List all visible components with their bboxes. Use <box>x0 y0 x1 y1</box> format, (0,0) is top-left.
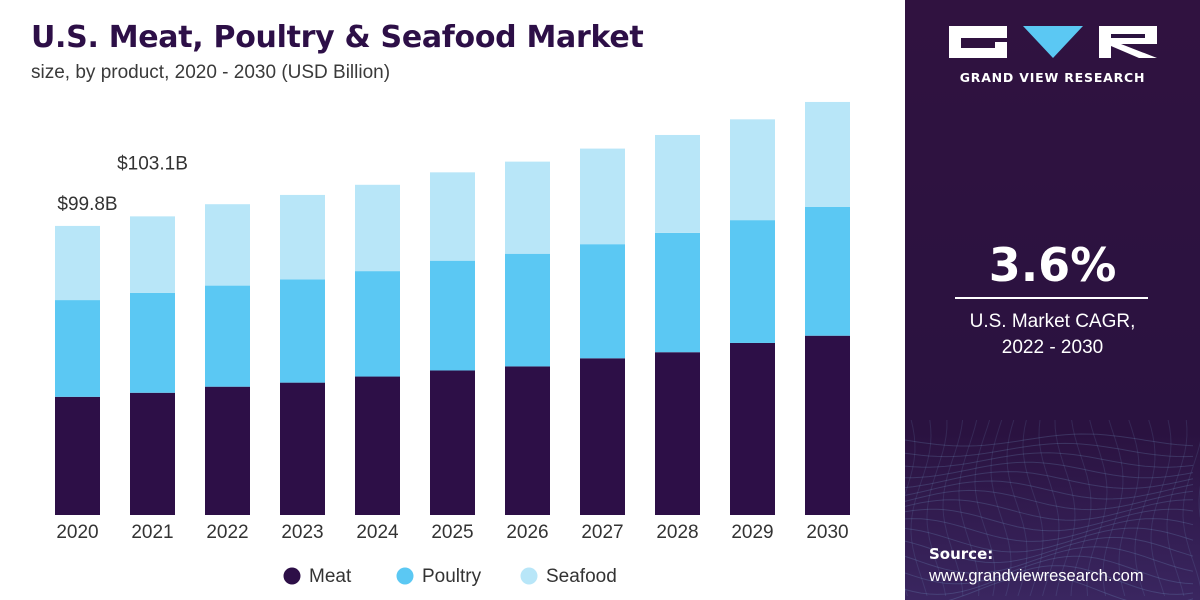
bar-meat-2030 <box>805 335 850 515</box>
x-tick-label-2030: 2030 <box>806 522 848 543</box>
wave-mesh-background <box>905 419 1200 600</box>
bar-meat-2025 <box>430 370 475 515</box>
data-label-2020: $99.8B <box>57 194 117 215</box>
cagr-label-line1: U.S. Market CAGR, <box>969 311 1136 332</box>
stacked-bar-chart: 2020 2021 2022 2023 2024 2025 2026 2027 2028 2029… <box>55 101 850 587</box>
bar-seafood-2029 <box>730 119 775 221</box>
bar-seafood-2025 <box>430 172 475 261</box>
x-tick-label-2028: 2028 <box>656 522 698 543</box>
bar-poultry-2020 <box>55 300 100 397</box>
bar-seafood-2021 <box>130 216 175 293</box>
bar-poultry-2030 <box>805 206 850 336</box>
bar-meat-2026 <box>505 366 550 515</box>
bar-seafood-2028 <box>655 134 700 233</box>
legend-label-meat: Meat <box>309 566 352 587</box>
bar-poultry-2021 <box>130 292 175 393</box>
data-label-2021: $103.1B <box>117 153 188 174</box>
cagr-label: U.S. Market CAGR, 2022 - 2030 <box>905 309 1200 361</box>
bar-poultry-2022 <box>205 285 250 387</box>
bar-meat-2020 <box>55 396 100 515</box>
sidebar-panel: GRAND VIEW RESEARCH 3.6% U.S. Market CAG… <box>905 0 1200 600</box>
gvr-logo-icon <box>949 26 1157 58</box>
bar-poultry-2027 <box>580 244 625 359</box>
x-tick-label-2022: 2022 <box>206 522 248 543</box>
legend-swatch-seafood <box>520 567 538 585</box>
bar-poultry-2029 <box>730 220 775 343</box>
bar-seafood-2027 <box>580 148 625 245</box>
bar-meat-2027 <box>580 358 625 515</box>
bar-seafood-2020 <box>55 225 100 301</box>
bar-seafood-2023 <box>280 194 325 280</box>
x-tick-label-2023: 2023 <box>281 522 323 543</box>
bar-meat-2028 <box>655 352 700 515</box>
bar-poultry-2026 <box>505 253 550 367</box>
bar-poultry-2025 <box>430 260 475 371</box>
bar-seafood-2024 <box>355 184 400 272</box>
x-tick-label-2025: 2025 <box>431 522 473 543</box>
cagr-label-line2: 2022 - 2030 <box>1001 337 1104 358</box>
source-label: Source: <box>929 545 994 563</box>
chart-subtitle: size, by product, 2020 - 2030 (USD Billi… <box>31 62 391 83</box>
bar-meat-2022 <box>205 386 250 515</box>
legend-swatch-meat <box>283 567 301 585</box>
bar-seafood-2022 <box>205 204 250 286</box>
bar-poultry-2028 <box>655 232 700 353</box>
cagr-divider <box>955 297 1148 299</box>
brand-name: GRAND VIEW RESEARCH <box>959 70 1146 85</box>
bar-meat-2021 <box>130 392 175 515</box>
bar-poultry-2023 <box>280 279 325 383</box>
bar-poultry-2024 <box>355 271 400 377</box>
cagr-value: 3.6% <box>988 238 1117 292</box>
x-tick-label-2027: 2027 <box>581 522 623 543</box>
bar-meat-2023 <box>280 382 325 515</box>
x-tick-label-2029: 2029 <box>731 522 773 543</box>
bar-meat-2024 <box>355 376 400 515</box>
x-tick-label-2024: 2024 <box>356 522 399 543</box>
x-tick-label-2020: 2020 <box>56 522 98 543</box>
bar-seafood-2030 <box>805 101 850 207</box>
source-link[interactable]: www.grandviewresearch.com <box>929 567 1144 585</box>
legend-label-seafood: Seafood <box>546 566 617 587</box>
legend-swatch-poultry <box>396 567 414 585</box>
chart-title: U.S. Meat, Poultry & Seafood Market <box>31 20 644 55</box>
bar-meat-2029 <box>730 342 775 515</box>
legend-label-poultry: Poultry <box>422 566 482 587</box>
x-tick-label-2026: 2026 <box>506 522 548 543</box>
x-tick-label-2021: 2021 <box>131 522 173 543</box>
bar-seafood-2026 <box>505 161 550 254</box>
